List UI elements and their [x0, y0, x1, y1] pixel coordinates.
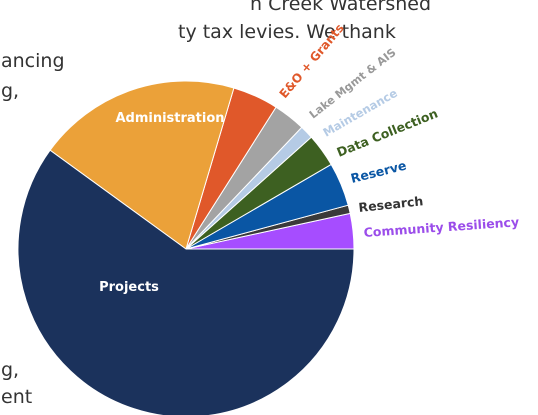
background-text-line-3: ancing: [1, 50, 65, 72]
background-text-line-5: g,: [1, 359, 20, 381]
pie-label-research: Research: [358, 193, 424, 215]
pie-label-reserve: Reserve: [349, 158, 408, 186]
background-text-line-2: ty tax levies. We thank: [178, 21, 396, 43]
background-text-line-6: ent: [1, 386, 33, 408]
pie-slices: [17, 80, 355, 415]
pie-slice-projects: [17, 149, 355, 415]
background-text-line-1: n Creek Watershed: [250, 0, 432, 15]
pie-slice-administration: [49, 80, 235, 250]
background-text-line-4: g,: [1, 80, 20, 102]
pie-label-administration: Administration: [115, 111, 224, 126]
pie-label-projects: Projects: [99, 280, 159, 295]
pie-label-community-resiliency: Community Resiliency: [363, 214, 519, 240]
